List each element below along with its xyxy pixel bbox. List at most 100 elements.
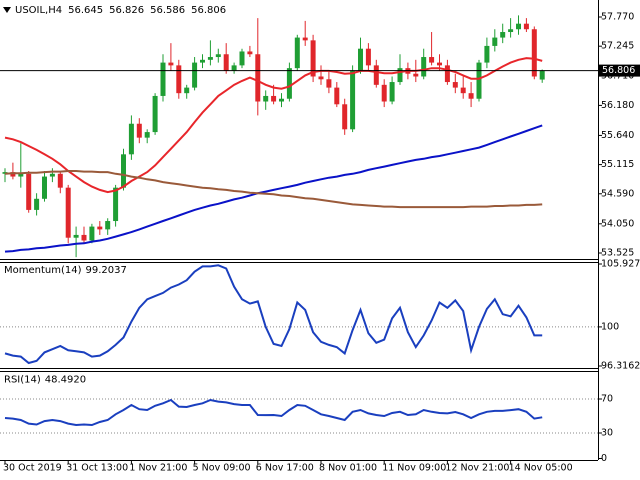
symbol: USOIL,H4 bbox=[15, 5, 62, 16]
candle-body bbox=[97, 226, 103, 230]
y-tick-label: 0 bbox=[601, 453, 607, 464]
candle-body bbox=[516, 23, 521, 30]
candle-body bbox=[160, 62, 166, 96]
candle-body bbox=[207, 57, 213, 60]
candle-body bbox=[231, 65, 237, 71]
candle-body bbox=[184, 87, 190, 94]
y-tick-label: 55.640 bbox=[601, 130, 634, 141]
price-label-box bbox=[599, 64, 640, 77]
candle-body bbox=[492, 37, 498, 46]
candle-body bbox=[57, 173, 63, 188]
y-tick-label: 55.115 bbox=[601, 159, 634, 170]
x-tick-label: 12 Nov 21:00 bbox=[445, 463, 509, 474]
candle-body bbox=[121, 154, 126, 188]
candle-body bbox=[358, 48, 363, 71]
x-tick-label: 6 Nov 17:00 bbox=[256, 463, 314, 474]
y-tick-label: 56.180 bbox=[601, 100, 634, 111]
candle-body bbox=[136, 123, 142, 138]
moving-average bbox=[4, 124, 543, 253]
candle-body bbox=[302, 37, 308, 41]
price-label: 56.806 bbox=[602, 65, 635, 76]
candle-body bbox=[176, 65, 182, 94]
panel: 105.9272 100 96.3162 Momentum(14) 99.2037 bbox=[0, 259, 640, 372]
x-tick-label: 11 Nov 09:00 bbox=[382, 463, 446, 474]
y-tick-label: 105.9272 bbox=[601, 259, 640, 270]
candle-body bbox=[42, 176, 47, 199]
candle-body bbox=[128, 123, 134, 155]
candle-body bbox=[89, 226, 95, 241]
ohlc-value: 56.826 bbox=[109, 5, 144, 16]
candle-body bbox=[239, 51, 245, 66]
candle-body bbox=[350, 70, 356, 130]
candle-body bbox=[531, 29, 537, 77]
candle-body bbox=[365, 48, 371, 66]
candle-body bbox=[318, 76, 324, 80]
candle-body bbox=[508, 29, 514, 33]
candle-body bbox=[34, 198, 40, 210]
candle-body bbox=[105, 221, 111, 230]
candle-body bbox=[255, 54, 261, 102]
candle-body bbox=[113, 187, 119, 222]
x-tick-label: 14 Nov 05:00 bbox=[509, 463, 573, 474]
y-tick-label: 96.3162 bbox=[601, 361, 640, 372]
candle-body bbox=[263, 95, 269, 102]
x-tick-label: 1 Nov 21:00 bbox=[129, 463, 187, 474]
candle-body bbox=[81, 234, 87, 241]
ohlc-value: 56.645 bbox=[68, 5, 103, 16]
x-tick-label: 5 Nov 09:00 bbox=[193, 463, 251, 474]
candle-body bbox=[65, 187, 71, 238]
panel: 70 30 0 RSI(14) 48.4920 bbox=[0, 375, 613, 464]
candle-body bbox=[279, 98, 284, 102]
candle-body bbox=[523, 23, 529, 30]
indicator-name: RSI(14) bbox=[4, 375, 41, 386]
chart-header: USOIL,H4 56.645 56.826 56.586 56.806 bbox=[15, 5, 226, 16]
candle-body bbox=[500, 32, 506, 38]
candle-body bbox=[223, 54, 229, 71]
candle-body bbox=[271, 95, 277, 102]
y-tick-label: 57.770 bbox=[601, 12, 634, 23]
x-tick-label: 31 Oct 13:00 bbox=[66, 463, 128, 474]
candle-body bbox=[10, 172, 16, 177]
candle-body bbox=[421, 57, 427, 77]
ohlc-value: 56.586 bbox=[150, 5, 185, 16]
candle-body bbox=[373, 65, 379, 85]
candle-body bbox=[192, 62, 198, 88]
indicator-line bbox=[4, 264, 543, 365]
candle-body bbox=[539, 70, 545, 80]
indicator-name: Momentum(14) bbox=[4, 265, 82, 276]
indicator-value: 48.4920 bbox=[45, 375, 86, 386]
y-tick-label: 30 bbox=[601, 428, 613, 439]
candle-body bbox=[286, 68, 292, 99]
candle-body bbox=[200, 59, 205, 63]
candle-body bbox=[26, 173, 32, 210]
y-tick-label: 54.590 bbox=[601, 188, 634, 199]
candle-body bbox=[49, 173, 55, 177]
indicator-header: Momentum(14) 99.2037 bbox=[4, 265, 127, 276]
candle-body bbox=[381, 84, 387, 102]
candle-body bbox=[73, 234, 79, 238]
candle-body bbox=[452, 82, 458, 88]
candle-body bbox=[342, 104, 348, 130]
candle-body bbox=[476, 62, 482, 99]
candle-body bbox=[468, 93, 474, 99]
candle-body bbox=[484, 45, 490, 63]
ohlc-value: 56.806 bbox=[191, 5, 226, 16]
moving-average bbox=[4, 170, 543, 209]
menu-arrow[interactable] bbox=[3, 7, 11, 13]
candle-body bbox=[334, 87, 340, 105]
candle-body bbox=[18, 173, 24, 177]
indicator-value: 99.2037 bbox=[86, 265, 127, 276]
y-tick-label: 53.525 bbox=[601, 247, 634, 258]
x-tick-label: 8 Nov 01:00 bbox=[319, 463, 377, 474]
candle-body bbox=[326, 79, 332, 88]
indicator-line bbox=[4, 398, 543, 427]
candle-body bbox=[215, 54, 221, 58]
candle-body bbox=[437, 62, 442, 66]
candle-body bbox=[413, 73, 419, 77]
x-tick-label: 30 Oct 2019 bbox=[3, 463, 62, 474]
candle-body bbox=[397, 68, 403, 83]
candle-body bbox=[429, 57, 435, 63]
candle-body bbox=[152, 95, 158, 133]
candle-body bbox=[144, 132, 150, 138]
